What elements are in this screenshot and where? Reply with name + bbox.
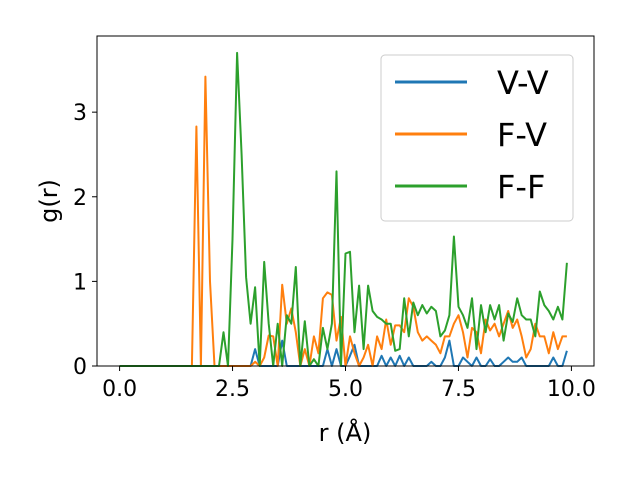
legend: V-V F-V F-F [380,54,574,222]
y-tick-label: 1 [73,270,87,295]
legend-label-v-v: V-V [497,64,549,102]
y-tick-label: 3 [73,101,87,126]
legend-frame [380,54,574,222]
x-tick-label: 0.0 [102,377,137,402]
x-tick-label: 5.0 [328,377,363,402]
y-axis-ticks: 0 1 2 3 [73,101,97,380]
x-tick-label: 2.5 [215,377,250,402]
legend-label-f-v: F-V [497,116,547,154]
y-axis-label: g(r) [35,179,63,223]
x-tick-label: 10.0 [547,377,596,402]
x-tick-label: 7.5 [441,377,476,402]
x-axis-ticks: 0.0 2.5 5.0 7.5 10.0 [102,366,596,402]
legend-label-f-f: F-F [497,168,545,206]
y-tick-label: 2 [73,186,87,211]
y-tick-label: 0 [73,355,87,380]
series-line-f-f [119,51,568,367]
x-axis-label: r (Å) [319,418,372,447]
